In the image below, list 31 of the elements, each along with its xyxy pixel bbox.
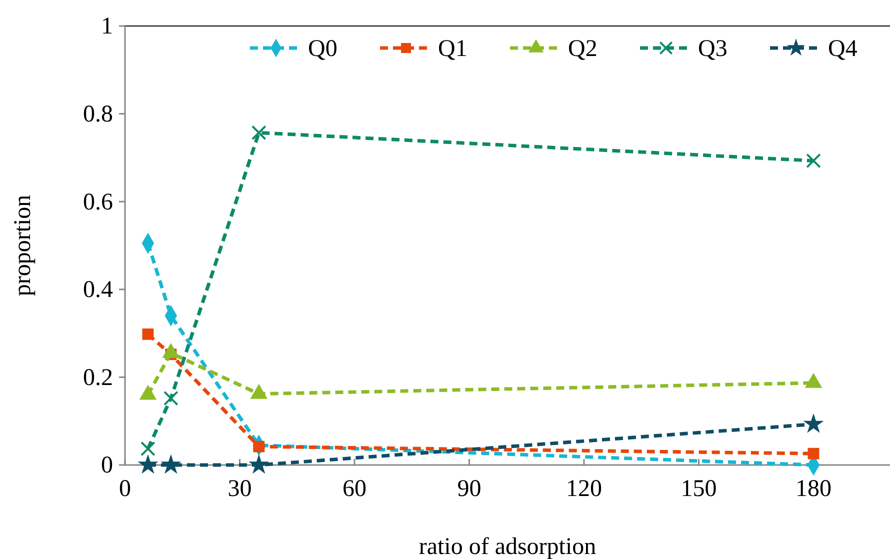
legend-label: Q4: [828, 36, 858, 62]
y-tick-label: 0.4: [83, 277, 113, 304]
point: [808, 448, 820, 460]
y-tick-label: 0.8: [83, 101, 113, 128]
point: [248, 454, 270, 474]
point: [163, 390, 178, 406]
point: [253, 440, 265, 452]
point: [140, 441, 156, 456]
y-tick-label: 0.6: [83, 189, 113, 216]
y-tick-label: 0: [101, 452, 113, 479]
point: [806, 153, 821, 168]
x-tick-label: 90: [457, 476, 482, 502]
legend-label: Q2: [568, 36, 598, 62]
point: [142, 328, 154, 340]
point: [803, 413, 824, 433]
y-tick-label: 1: [101, 14, 113, 40]
y-tick-label: 0.2: [83, 364, 113, 391]
point: [160, 454, 182, 474]
x-tick-label: 30: [228, 476, 252, 502]
x-tick-label: 60: [342, 476, 366, 502]
legend-label: Q0: [308, 36, 338, 62]
point: [251, 125, 266, 140]
x-tick-label: 0: [119, 476, 131, 502]
x-axis-title: ratio of adsorption: [418, 534, 596, 559]
legend-label: Q3: [698, 36, 728, 62]
x-tick-label: 150: [680, 476, 717, 502]
point: [138, 454, 158, 474]
y-axis-title: proportion: [10, 194, 36, 296]
x-tick-label: 180: [796, 476, 832, 502]
x-tick-label: 120: [566, 476, 602, 502]
legend-label: Q1: [438, 36, 468, 62]
